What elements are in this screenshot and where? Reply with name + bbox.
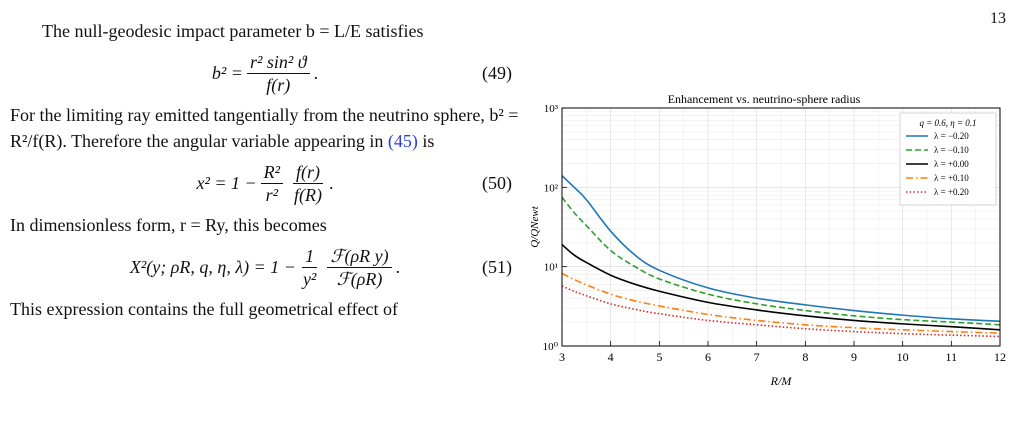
equation-51: X²(y; ρR, q, η, λ) = 1 − 1 y² ℱ(ρR y) ℱ(… [10, 238, 520, 296]
equation-49: b² = r² sin² ϑ f(r) . (49) [10, 44, 520, 102]
eq51-fraction-2: ℱ(ρR y) ℱ(ρR) [327, 245, 392, 290]
equation-50: x² = 1 − R² r² f(r) f(R) . (50) [10, 154, 520, 212]
series-line-5 [561, 285, 1001, 338]
x-tick-label: 5 [656, 350, 662, 364]
eq49-tail: . [313, 63, 319, 83]
paragraph-impact-parameter: The null-geodesic impact parameter b = L… [42, 21, 424, 41]
enhancement-figure: Enhancement vs. neutrino-sphere radius 3… [529, 75, 1028, 395]
legend-entry-1: λ = −0.20 [934, 131, 969, 141]
series-layer [561, 175, 1001, 338]
eq50-fraction-2: f(r) f(R) [291, 161, 325, 206]
legend-title: q = 0.6, η = 0.1 [919, 118, 976, 128]
x-tick-label: 10 [897, 350, 909, 364]
p2-text-a: For the limiting ray emitted tangentiall… [10, 105, 519, 151]
series-line-2 [561, 196, 1001, 326]
eq49-numerator: r² sin² ϑ [246, 51, 310, 74]
legend-entry-2: λ = −0.10 [934, 145, 969, 155]
legend-entry-5: λ = +0.20 [934, 187, 969, 197]
eq49-lhs: b² = [211, 63, 243, 83]
eq51-den2: ℱ(ρR) [336, 268, 383, 289]
plot-frame [561, 107, 1001, 347]
eq50-label: (50) [482, 173, 512, 193]
eq51-lhs: X²(y; ρR, q, η, λ) = 1 − [129, 257, 296, 277]
legend-entry-3: λ = +0.00 [934, 159, 969, 169]
x-tick-label: 8 [802, 350, 808, 364]
legend-box [899, 112, 997, 206]
eq50-num1: R² [260, 161, 284, 184]
y-tick-label: 10¹ [544, 262, 558, 274]
chart-title: Enhancement vs. neutrino-sphere radius [668, 92, 861, 106]
x-tick-label: 6 [705, 350, 711, 364]
y-axis-label: Q̇/Q̇Newt [530, 205, 541, 248]
eq50-den1: r² [265, 184, 279, 205]
paragraph-limiting-ray: For the limiting ray emitted tangentiall… [10, 102, 520, 154]
x-tick-label: 4 [608, 350, 614, 364]
series-line-1 [561, 175, 1001, 323]
x-tick-label: 3 [559, 350, 565, 364]
eq45-reference-link[interactable]: (45) [387, 131, 418, 151]
eq50-lhs: x² = 1 − [196, 173, 257, 193]
x-tick-label: 7 [754, 350, 760, 364]
y-tick-label: 10⁰ [543, 341, 559, 353]
series-line-3 [561, 243, 1001, 331]
paragraph-geometric-effect: This expression contains the full geomet… [10, 299, 399, 319]
x-tick-label: 11 [946, 350, 958, 364]
y-tick-label: 10³ [544, 103, 559, 115]
eq49-fraction: r² sin² ϑ f(r) [246, 51, 310, 96]
y-axis-ticks: 10⁰ 10¹ 10² 10³ [543, 103, 567, 353]
enhancement-chart: Enhancement vs. neutrino-sphere radius 3… [529, 92, 1006, 388]
paragraph-dimensionless: In dimensionless form, r = Ry, this beco… [10, 215, 327, 235]
x-tick-label: 9 [851, 350, 857, 364]
eq51-tail: . [395, 257, 401, 277]
x-axis-ticks: 3 4 5 6 7 8 9 10 11 12 [559, 341, 1006, 364]
x-axis-label: R/M [770, 374, 793, 388]
y-tick-label: 10² [544, 182, 559, 194]
eq51-num2: ℱ(ρR y) [327, 245, 392, 268]
p2-text-b: is [417, 131, 435, 151]
eq51-label: (51) [482, 257, 512, 277]
eq50-tail: . [329, 173, 334, 193]
legend: q = 0.6, η = 0.1 λ = −0.20 λ = −0.10 λ = +… [899, 112, 997, 206]
eq51-den1: y² [302, 268, 317, 289]
x-tick-label: 12 [994, 350, 1006, 364]
eq49-denominator: f(r) [266, 74, 291, 95]
eq50-den2: f(R) [294, 184, 323, 205]
eq51-fraction-1: 1 y² [300, 245, 319, 290]
eq49-label: (49) [482, 63, 512, 83]
page-number: 13 [990, 10, 1006, 27]
eq50-fraction-1: R² r² [260, 161, 284, 206]
legend-entry-4: λ = +0.10 [934, 173, 969, 183]
eq50-num2: f(r) [293, 161, 324, 184]
eq51-num1: 1 [302, 245, 318, 268]
text-column: The null-geodesic impact parameter b = L… [10, 18, 520, 322]
